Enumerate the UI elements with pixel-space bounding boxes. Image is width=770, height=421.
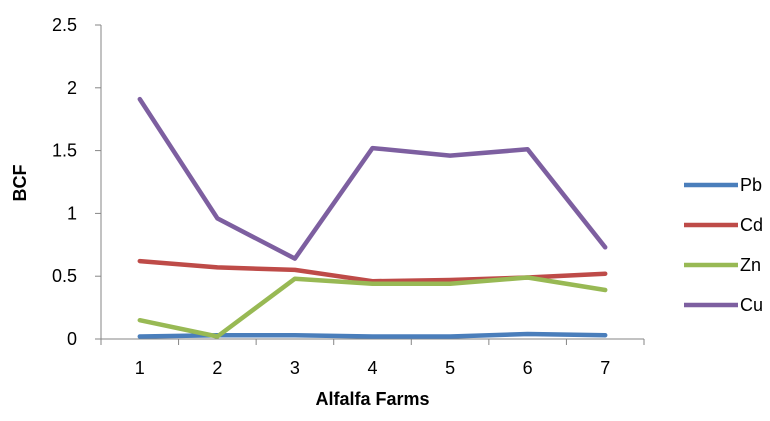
y-tick-label: 0.5 [52, 266, 77, 286]
x-axis-title: Alfalfa Farms [315, 389, 429, 409]
y-tick-label: 2.5 [52, 15, 77, 35]
series-line-cu [137, 96, 608, 261]
legend: Pb Cd Zn Cu [684, 175, 763, 315]
legend-label-zn: Zn [740, 255, 761, 275]
x-tick-label: 2 [212, 358, 222, 378]
y-axis-title: BCF [10, 165, 30, 202]
y-tick-label: 1.5 [52, 141, 77, 161]
x-tick-label: 1 [135, 358, 145, 378]
legend-label-cu: Cu [740, 295, 763, 315]
series-line-zn [137, 275, 608, 339]
series-lines [137, 96, 608, 339]
x-tick-label: 3 [290, 358, 300, 378]
legend-label-cd: Cd [740, 215, 763, 235]
axes: 0 0.5 1 1.5 2 2.5 1 2 3 4 5 6 7 [52, 15, 645, 378]
y-tick-label: 1 [67, 203, 77, 223]
legend-label-pb: Pb [740, 175, 762, 195]
x-tick-label: 7 [600, 358, 610, 378]
x-tick-label: 4 [367, 358, 377, 378]
x-tick-label: 6 [523, 358, 533, 378]
y-tick-label: 2 [67, 78, 77, 98]
y-tick-label: 0 [67, 329, 77, 349]
x-tick-label: 5 [445, 358, 455, 378]
